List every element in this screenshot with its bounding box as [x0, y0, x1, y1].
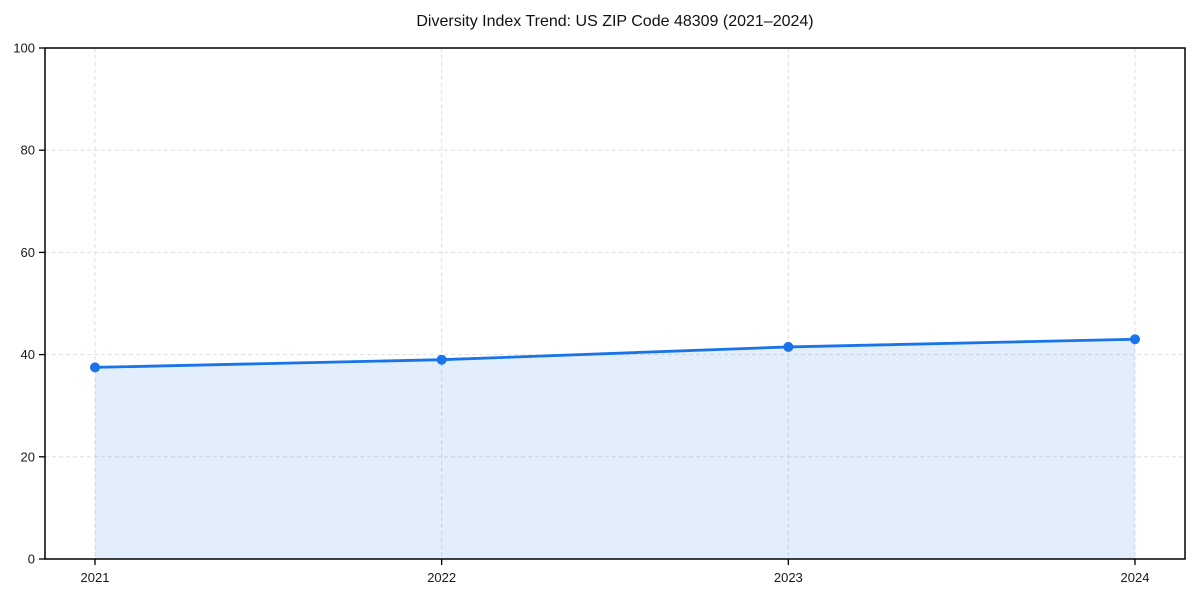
y-tick-label-0: 0 — [28, 552, 35, 567]
x-tick-label-2024: 2024 — [1121, 570, 1150, 585]
y-tick-label-20: 20 — [21, 449, 35, 464]
area-fill — [95, 339, 1135, 559]
x-tick-label-2022: 2022 — [427, 570, 456, 585]
data-point-2024 — [1130, 334, 1140, 345]
y-tick-label-100: 100 — [13, 41, 35, 56]
trend-line — [93, 337, 1137, 369]
chart-title: Diversity Index Trend: US ZIP Code 48309… — [416, 13, 814, 30]
x-tick-label-2021: 2021 — [81, 570, 110, 585]
y-tick-label-80: 80 — [21, 143, 35, 158]
data-point-2023 — [783, 341, 794, 352]
data-point-2022 — [436, 354, 447, 365]
y-tick-label-40: 40 — [21, 347, 35, 362]
data-point-2021 — [90, 362, 100, 373]
plot-border — [44, 47, 1186, 560]
y-tick-label-60: 60 — [21, 245, 35, 260]
x-tick-label-2023: 2023 — [774, 570, 803, 585]
